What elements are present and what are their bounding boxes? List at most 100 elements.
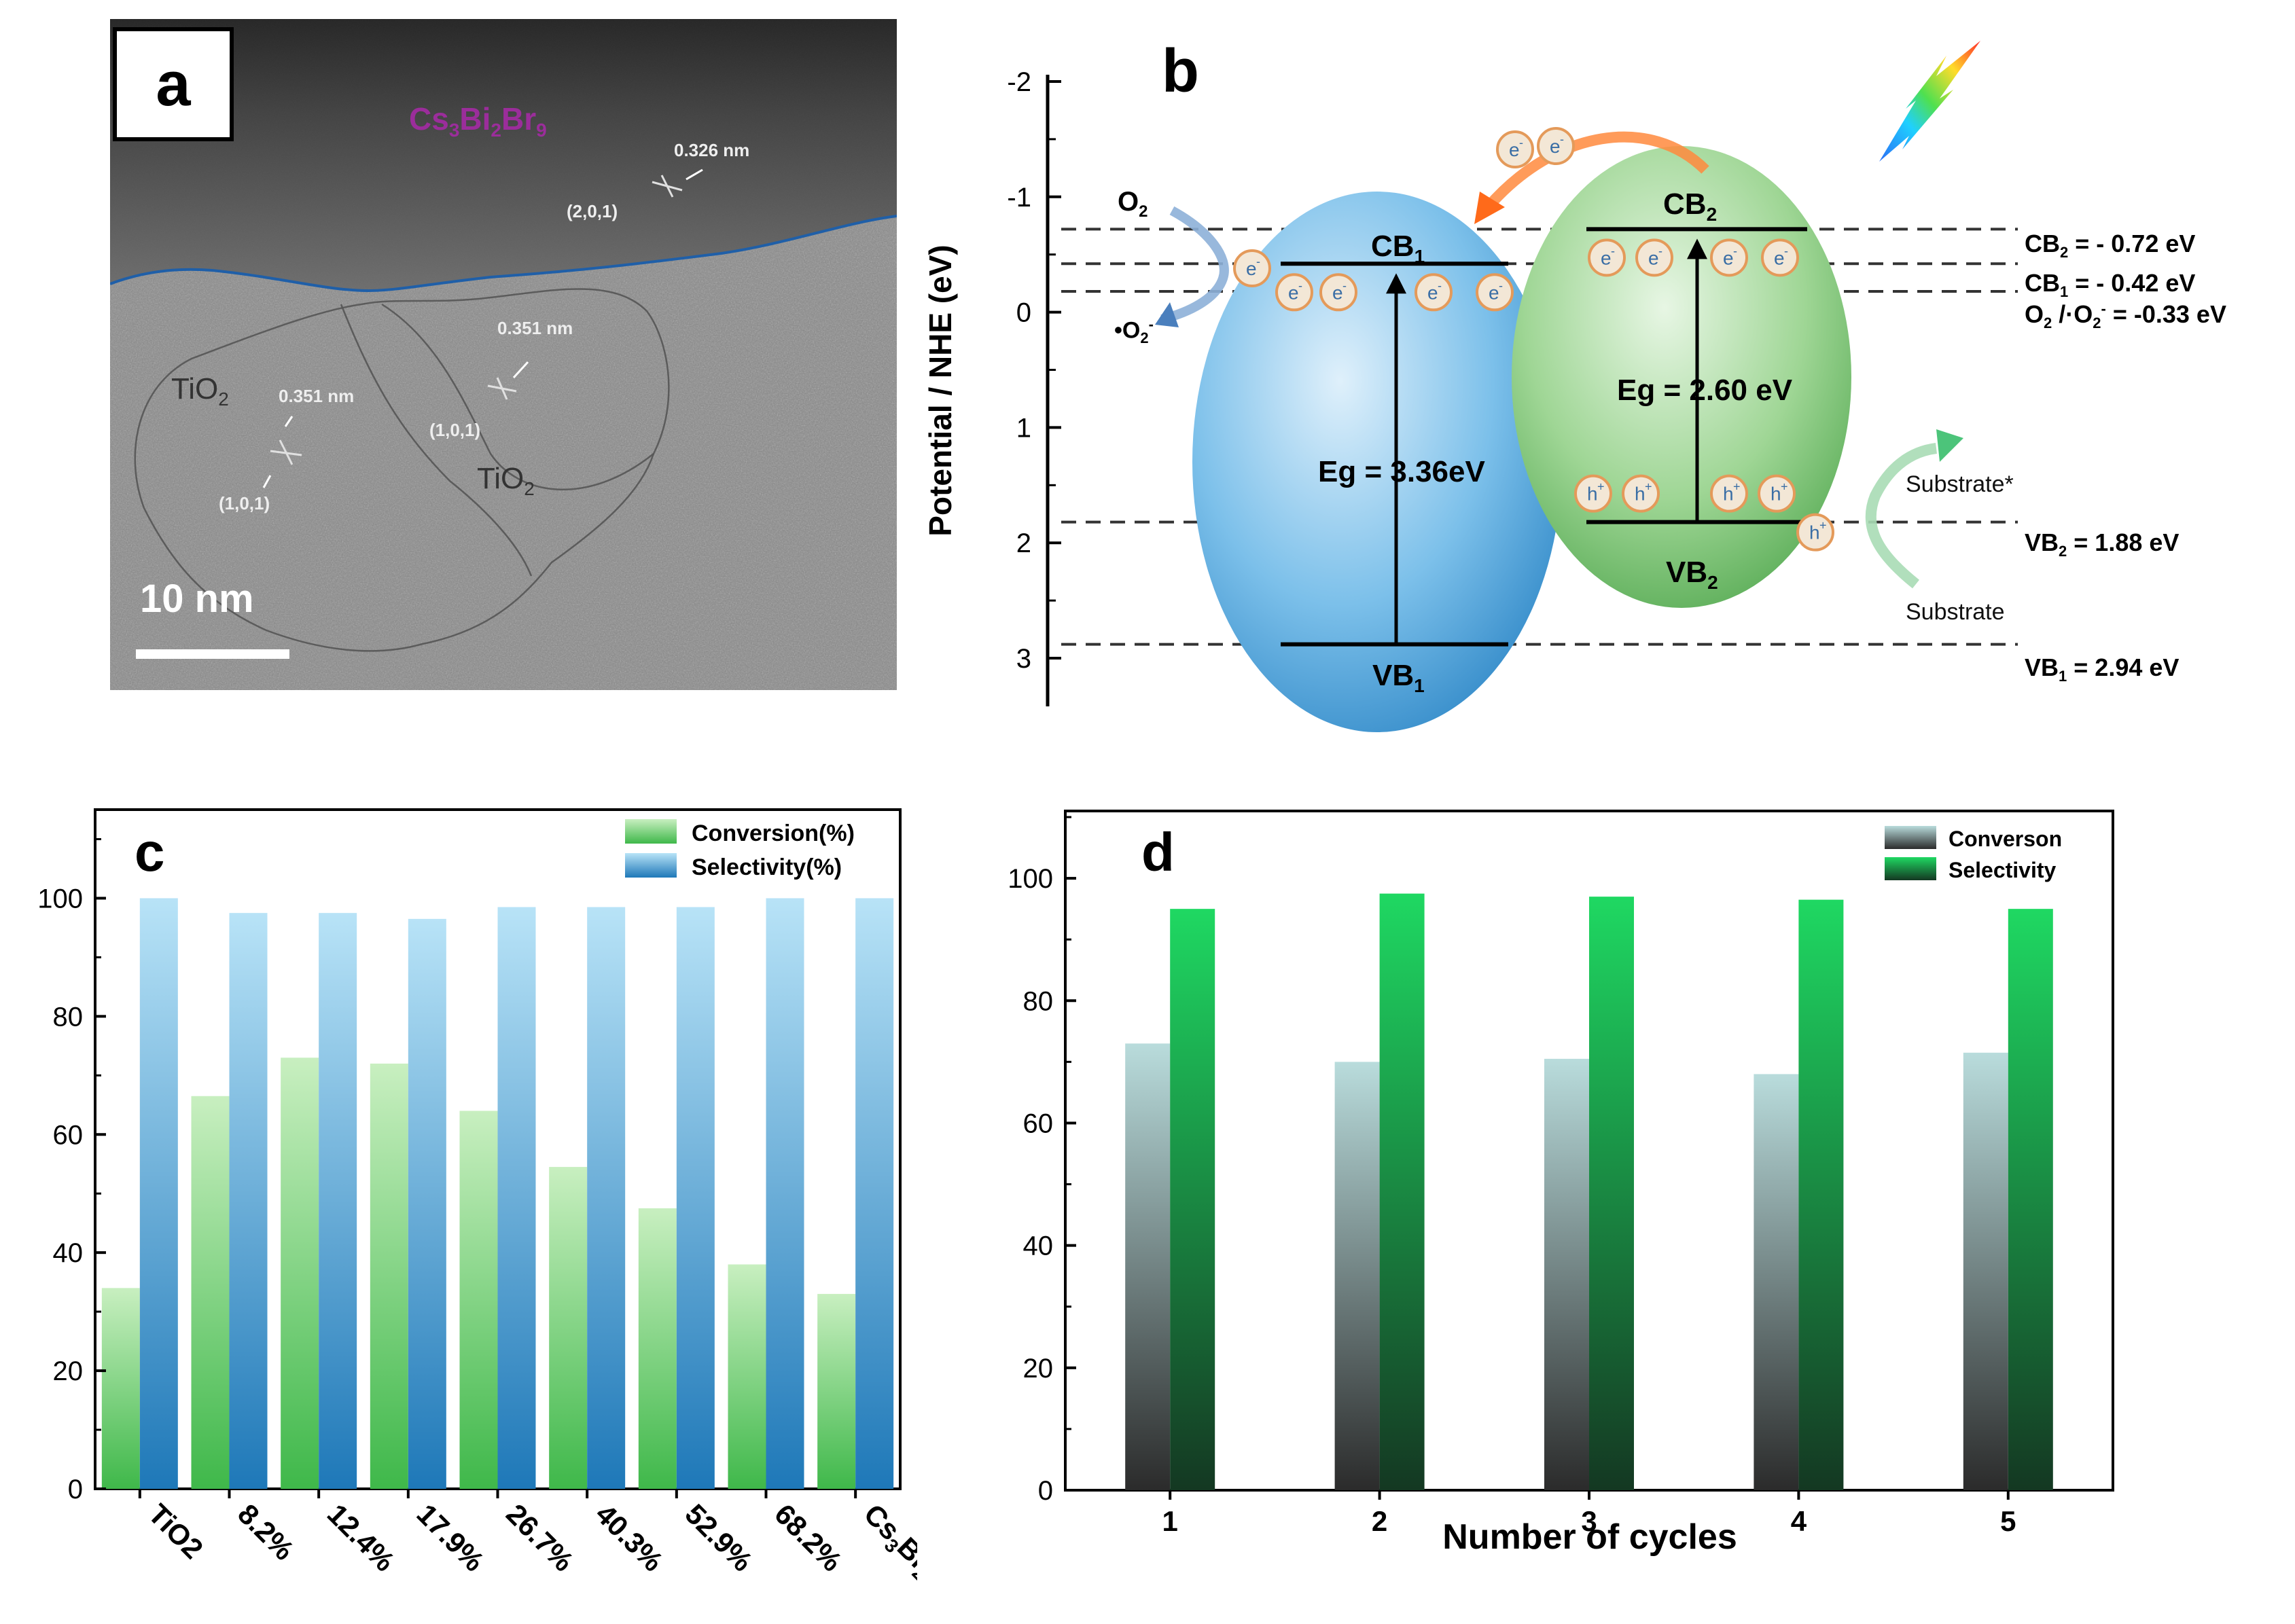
x-tick-label: 68.2%: [768, 1498, 848, 1577]
electron: e-: [1319, 273, 1357, 312]
legend-label-conversion: Conversion(%): [692, 820, 855, 846]
bar-conversion-9: [817, 1294, 856, 1489]
y-tick-label: 100: [1008, 864, 1053, 894]
x-tick-label: 17.9%: [410, 1498, 490, 1577]
cb2-level-label: CB2 = - 0.72 eV: [2025, 230, 2196, 261]
bar-selectivity-6: [587, 907, 626, 1489]
svg-text:h: h: [1771, 484, 1781, 505]
legend-label-selectivity: Selectivity(%): [692, 854, 842, 880]
hole: h +: [1710, 474, 1748, 513]
svg-text:+: +: [1733, 480, 1741, 494]
substrate-label: Substrate: [1906, 599, 2005, 625]
x-tick-label: TiO2: [142, 1498, 209, 1565]
svg-text:e: e: [1601, 247, 1612, 268]
x-axis-title: Number of cycles: [1442, 1517, 1737, 1557]
panel-c-letter: c: [135, 822, 165, 882]
panel-a: a Cs3Bi2Br9 0.326 nm (2,0,1) 0.351 nm (1…: [109, 19, 897, 690]
y-tick-label: 80: [1023, 986, 1054, 1016]
electron-transfer-arrow: [1474, 131, 1709, 224]
bar-selectivity-2: [229, 913, 268, 1489]
cb1-label: CB1: [1371, 230, 1425, 267]
panel-b-letter: b: [1162, 37, 1199, 105]
svg-text:-: -: [1784, 244, 1788, 257]
svg-text:e: e: [1288, 282, 1299, 303]
bar-selectivity-4: [408, 918, 446, 1489]
svg-text:h: h: [1587, 484, 1598, 505]
svg-text:h: h: [1723, 484, 1734, 505]
chart-d: 1 2 3 4 5 0 20 40 60 80 100 d Converson Selectivit…: [1008, 810, 2114, 1557]
svg-text:-: -: [1519, 136, 1523, 149]
substrate-product-label: Substrate*: [1906, 471, 2014, 497]
y-tick-label: 60: [1023, 1108, 1054, 1138]
o2-label: O2: [1118, 187, 1148, 221]
lightning-icon: [1879, 41, 1980, 162]
panel-b: b -2 -1 0 1 2 3 Potential / NHE (eV) e-e-e-e-…: [904, 14, 2295, 734]
electron: e-: [1761, 238, 1799, 277]
lattice-plane-2: (1,0,1): [429, 420, 481, 440]
x-tick-label: 52.9%: [679, 1498, 758, 1577]
y-axis-label: Potential / NHE (eV): [923, 245, 958, 536]
y-tick-label: 0: [68, 1475, 83, 1504]
bar-selectivity-4: [1798, 899, 1844, 1490]
lattice-spacing-2: 0.351 nm: [497, 318, 573, 338]
svg-text:e: e: [1509, 139, 1520, 160]
x-tick-label: 40.3%: [590, 1498, 669, 1577]
bar-selectivity-1: [1170, 909, 1215, 1490]
x-tick-label: 3: [1581, 1505, 1597, 1537]
svg-text:+: +: [1781, 480, 1788, 494]
electron: e-: [1635, 238, 1673, 277]
tem-image: [109, 19, 897, 690]
o2-level-label: O2 /·O2- = -0.33 eV: [2025, 300, 2226, 332]
svg-text:e: e: [1332, 282, 1343, 303]
bar-conversion-7: [638, 1208, 677, 1489]
legend-swatch-conversion: [1885, 826, 1936, 849]
panel-c: TiO2 8.2% 12.4% 17.9% 26.7% 40.3% 52.9% 68.2% Cs…: [0, 781, 964, 1621]
x-tick-label: 8.2%: [232, 1498, 300, 1566]
cb2-label: CB2: [1663, 187, 1718, 225]
x-tick-label: Cs3Bi2Br9: [855, 1498, 917, 1614]
x-tick-label: 2: [1372, 1505, 1387, 1537]
panel-d-letter: d: [1141, 822, 1175, 882]
electron: e-: [1710, 238, 1748, 277]
electron: e-: [1537, 127, 1575, 165]
interface-line: [109, 215, 897, 293]
y-tick-label: 40: [53, 1238, 84, 1268]
oxygen-reduction-arrow: [1155, 206, 1229, 327]
potential-axis: -2 -1 0 1 2 3: [1007, 67, 1061, 706]
svg-text:-: -: [1438, 278, 1442, 292]
svg-text:e: e: [1723, 247, 1734, 268]
electron: e-: [1588, 238, 1626, 277]
vb1-level-label: VB1 = 2.94 eV: [2025, 653, 2180, 685]
y-tick-label: 100: [37, 884, 83, 914]
bar-selectivity-1: [139, 898, 178, 1489]
panel-d: 1 2 3 4 5 0 20 40 60 80 100 d Converson Selectivit…: [917, 781, 2295, 1621]
y-tick-label: 0: [1038, 1476, 1053, 1506]
bar-conversion-6: [549, 1167, 588, 1489]
bar-conversion-8: [728, 1264, 766, 1489]
y-tick-label: 40: [1023, 1231, 1054, 1261]
panel-a-letter: a: [156, 49, 191, 119]
substrate-oxidation-arrow: [1865, 429, 1963, 589]
svg-text:-: -: [1560, 132, 1564, 146]
svg-text:e: e: [1427, 282, 1438, 303]
svg-text:e: e: [1648, 247, 1659, 268]
y-tick-label: -2: [1007, 67, 1031, 97]
chart-c: TiO2 8.2% 12.4% 17.9% 26.7% 40.3% 52.9% 68.2% Cs…: [37, 808, 964, 1614]
bar-selectivity-3: [1589, 897, 1634, 1490]
svg-text:+: +: [1645, 480, 1652, 494]
bar-selectivity-5: [2008, 909, 2053, 1490]
lattice-plane-1: (2,0,1): [567, 201, 618, 221]
bar-selectivity-2: [1379, 893, 1425, 1490]
bar-conversion-3: [1544, 1058, 1589, 1490]
svg-text:e: e: [1550, 136, 1561, 157]
svg-text:-: -: [1733, 244, 1737, 257]
svg-text:h: h: [1809, 522, 1820, 543]
x-tick-label: 12.4%: [321, 1498, 401, 1577]
svg-text:-: -: [1298, 278, 1302, 292]
bar-conversion-4: [1754, 1074, 1799, 1490]
y-tick-label: 2: [1016, 528, 1031, 558]
svg-text:e: e: [1246, 258, 1257, 279]
y-tick-label: -1: [1007, 183, 1031, 213]
legend-label-selectivity: Selectivity: [1949, 858, 2057, 882]
